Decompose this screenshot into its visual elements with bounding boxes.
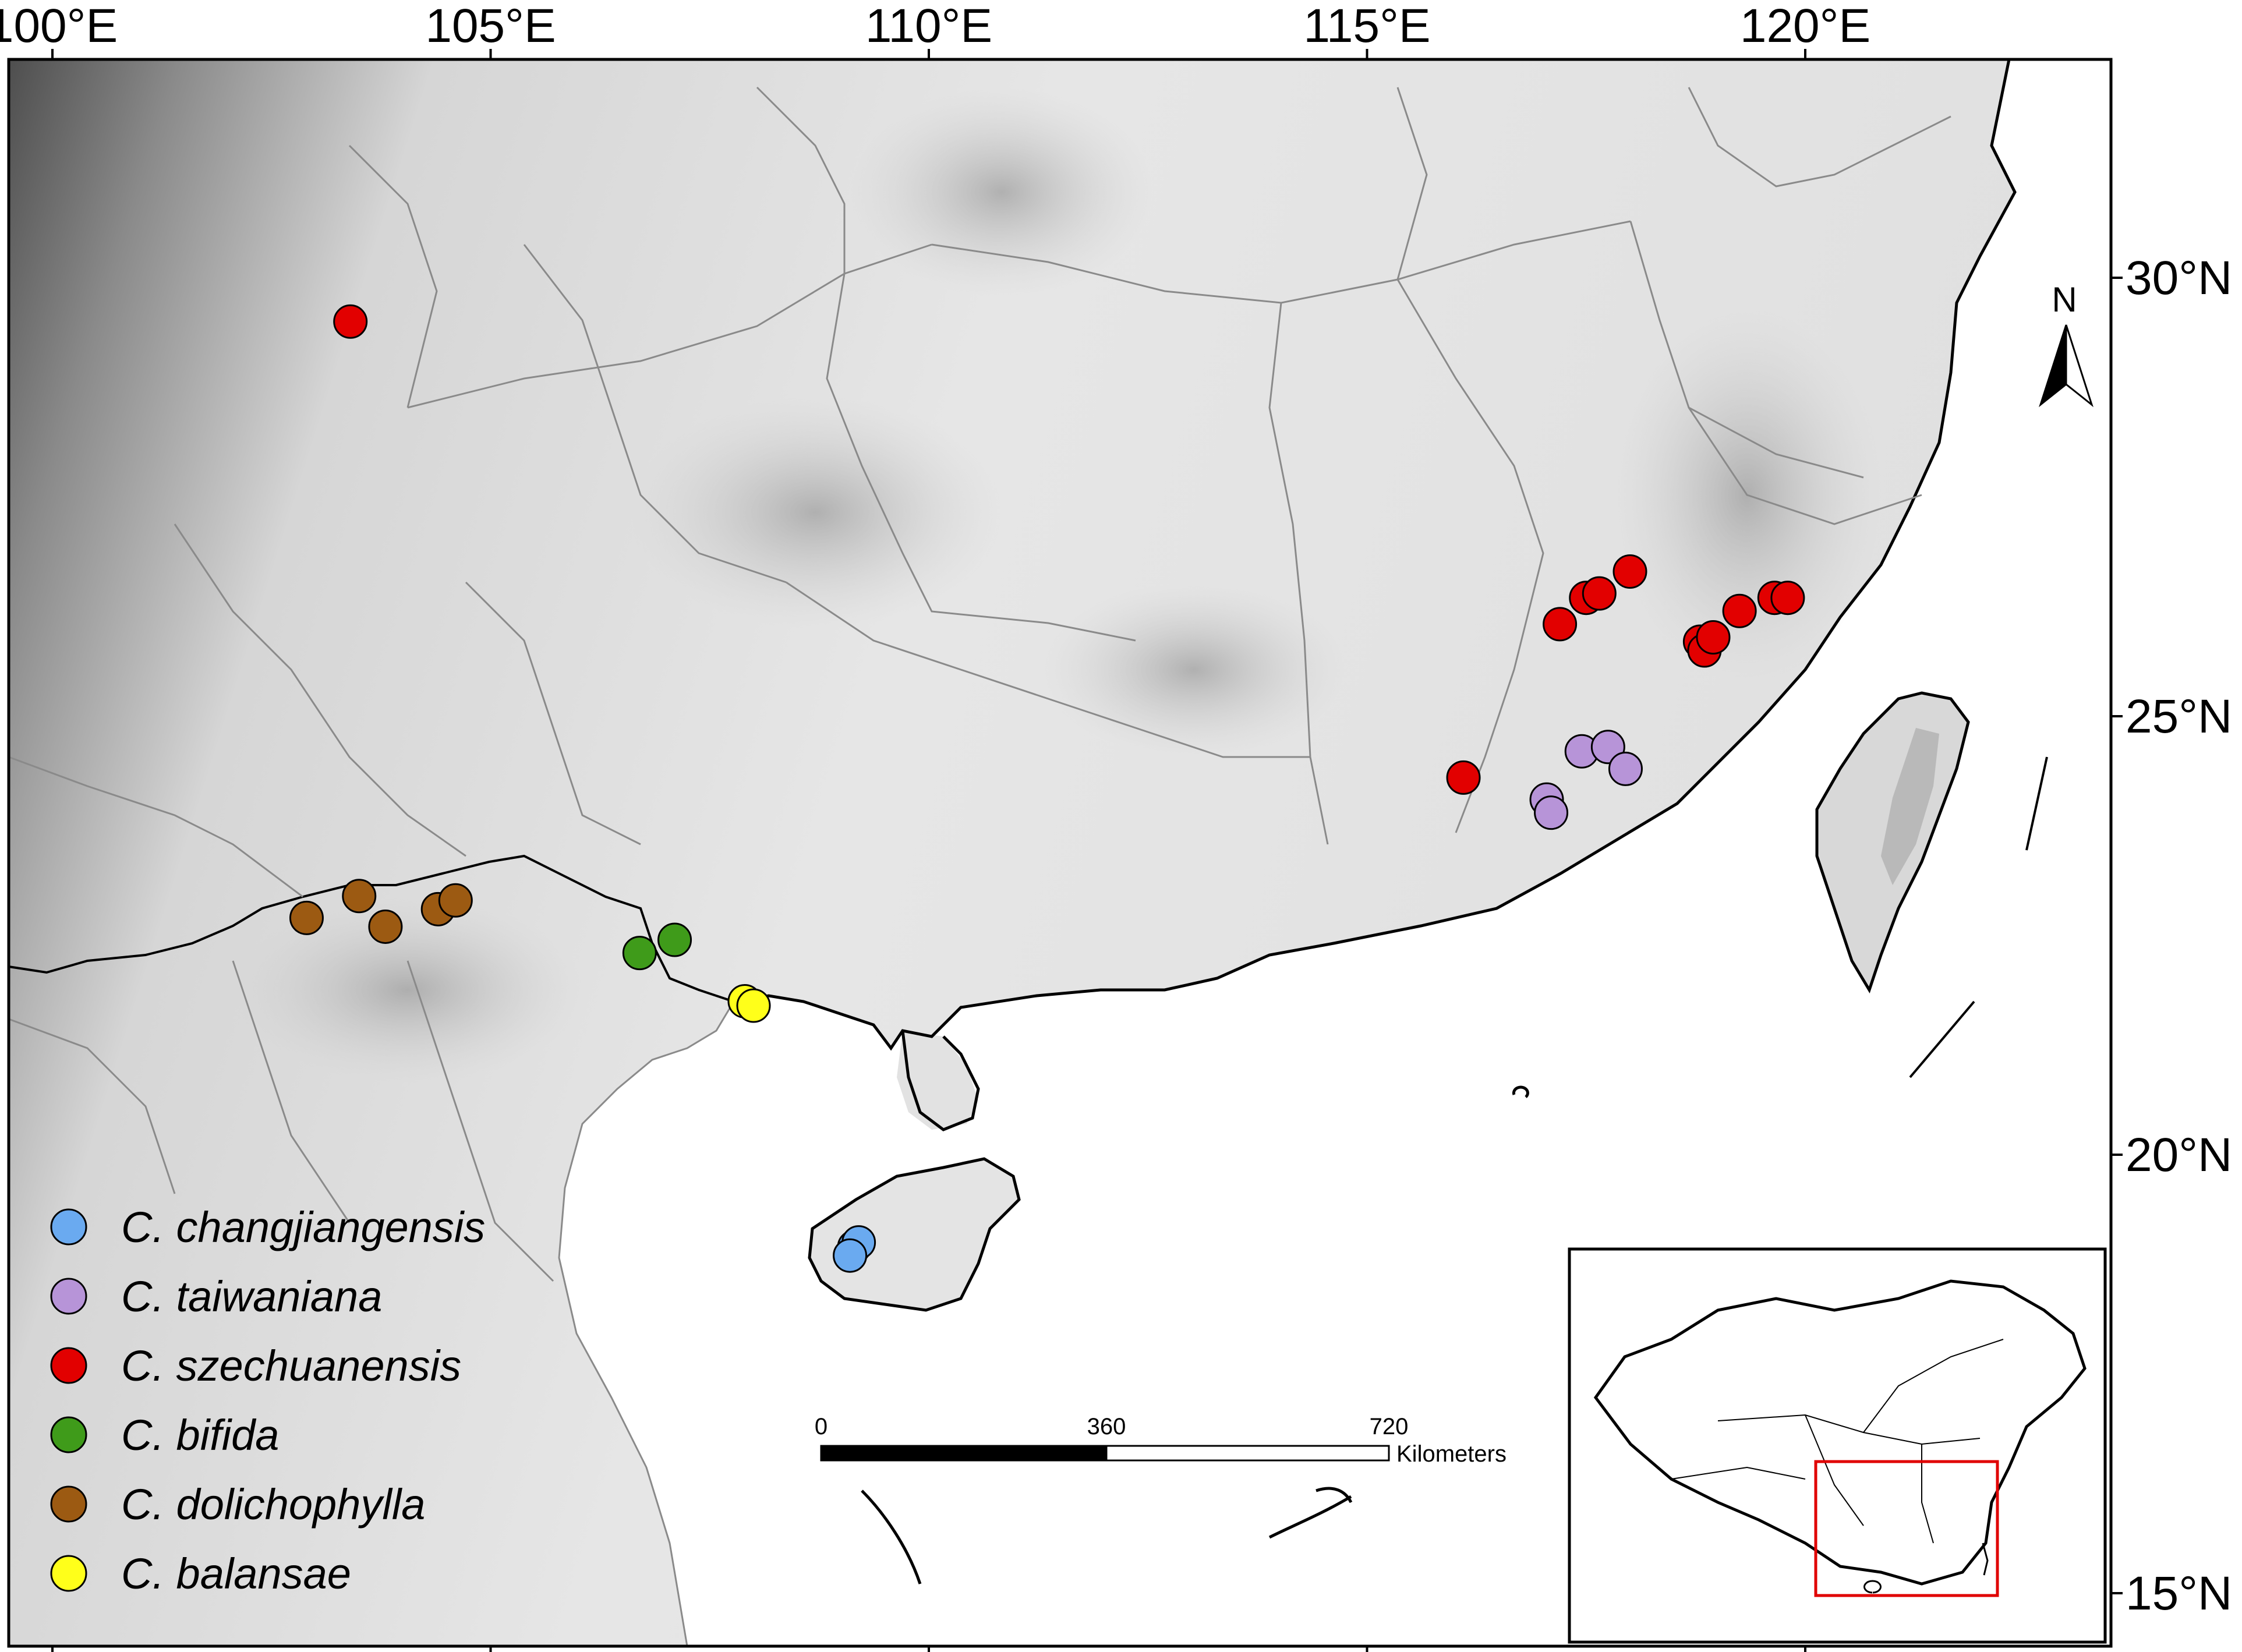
north-arrow-icon-right <box>2065 324 2094 408</box>
inset-province-lines <box>1671 1339 2004 1544</box>
occurrence-point-dolichophylla <box>342 879 377 914</box>
occurrence-point-szechuanensis <box>1770 581 1805 615</box>
legend-swatch-taiwaniana <box>50 1278 87 1315</box>
inset-hainan <box>1863 1580 1882 1594</box>
pratas-island <box>1512 1085 1529 1098</box>
legend-swatch-bifida <box>50 1416 87 1453</box>
legend-swatch-changjiangensis <box>50 1208 87 1246</box>
terrain-shade <box>850 87 1153 297</box>
scale-label-0: 0 <box>815 1414 828 1439</box>
scale-label-720: 720 <box>1370 1414 1409 1439</box>
legend-label-szechuanensis: C. szechuanensis <box>121 1342 461 1390</box>
y-tick-label: 20°N <box>2126 1129 2232 1181</box>
province-boundaries <box>8 86 1951 1282</box>
coral-islands <box>861 1490 922 1584</box>
map-frame <box>7 58 2113 1648</box>
terrain-shade <box>233 897 582 1083</box>
legend-label-dolichophylla: C. dolichophylla <box>121 1480 425 1529</box>
legend-swatch-balansae <box>50 1555 87 1592</box>
occurrence-point-balansae <box>736 988 771 1023</box>
legend-label-taiwaniana: C. taiwaniana <box>121 1272 382 1321</box>
coral-islands <box>1268 1487 1353 1539</box>
mainland <box>9 59 2015 1646</box>
scale-bar: 0 360 720 Kilometers <box>815 1414 1507 1467</box>
coastline <box>901 1030 980 1131</box>
hainan-island <box>808 1157 1021 1312</box>
scale-unit: Kilometers <box>1396 1441 1507 1467</box>
x-tick-label: 120°E <box>1740 0 1870 52</box>
legend-label-bifida: C. bifida <box>121 1411 279 1459</box>
y-tick-label: 25°N <box>2126 690 2232 743</box>
x-tick-label: 105°E <box>425 0 556 52</box>
occurrence-point-szechuanensis <box>1612 554 1647 589</box>
occurrence-point-szechuanensis <box>1696 620 1731 655</box>
north-arrow: N <box>2039 280 2094 408</box>
y-tick-label: 30°N <box>2126 252 2232 305</box>
legend-label-changjiangensis: C. changjiangensis <box>121 1203 485 1251</box>
x-tick-label: 115°E <box>1303 0 1430 52</box>
x-tick-label: 100°E <box>0 0 118 52</box>
legend: C. changjiangensis C. taiwaniana C. szechu… <box>50 1203 485 1598</box>
occurrence-point-szechuanensis <box>333 304 368 339</box>
y-tick-label: 15°N <box>2126 1567 2232 1620</box>
national-border <box>8 854 734 1003</box>
coastline <box>733 59 2017 1051</box>
occurrence-point-bifida <box>657 922 692 957</box>
china-outline <box>1593 1279 2087 1586</box>
x-tick-label: 110°E <box>865 0 992 52</box>
occurrence-point-szechuanensis <box>1722 593 1757 628</box>
legend-swatch-dolichophylla <box>50 1485 87 1523</box>
occurrence-point-changjiangensis <box>833 1238 868 1273</box>
vietnam-coast <box>558 1001 735 1647</box>
inset-study-area <box>1814 1460 1999 1597</box>
occurrence-point-taiwaniana <box>1534 795 1569 830</box>
occurrence-point-dolichophylla <box>368 909 403 944</box>
north-label: N <box>2052 280 2077 319</box>
occurrence-point-szechuanensis <box>1446 760 1481 795</box>
nine-dash-line <box>1909 756 2048 1078</box>
occurrence-point-szechuanensis <box>1582 576 1617 611</box>
occurrence-point-taiwaniana <box>1608 751 1643 786</box>
scale-label-360: 360 <box>1087 1414 1126 1439</box>
occurrence-point-szechuanensis <box>1543 607 1578 642</box>
inset-taiwan <box>1982 1543 1989 1576</box>
occurrence-point-bifida <box>622 936 657 971</box>
inset-map <box>1568 1247 2107 1644</box>
occurrence-point-dolichophylla <box>438 883 473 918</box>
legend-label-balansae: C. balansae <box>121 1550 351 1598</box>
occurrence-points <box>289 304 1805 1273</box>
taiwan-relief <box>1881 728 1939 885</box>
terrain-shade <box>1042 582 1345 757</box>
occurrence-point-dolichophylla <box>289 900 324 935</box>
terrain-shade <box>629 396 1002 629</box>
legend-swatch-szechuanensis <box>50 1347 87 1384</box>
